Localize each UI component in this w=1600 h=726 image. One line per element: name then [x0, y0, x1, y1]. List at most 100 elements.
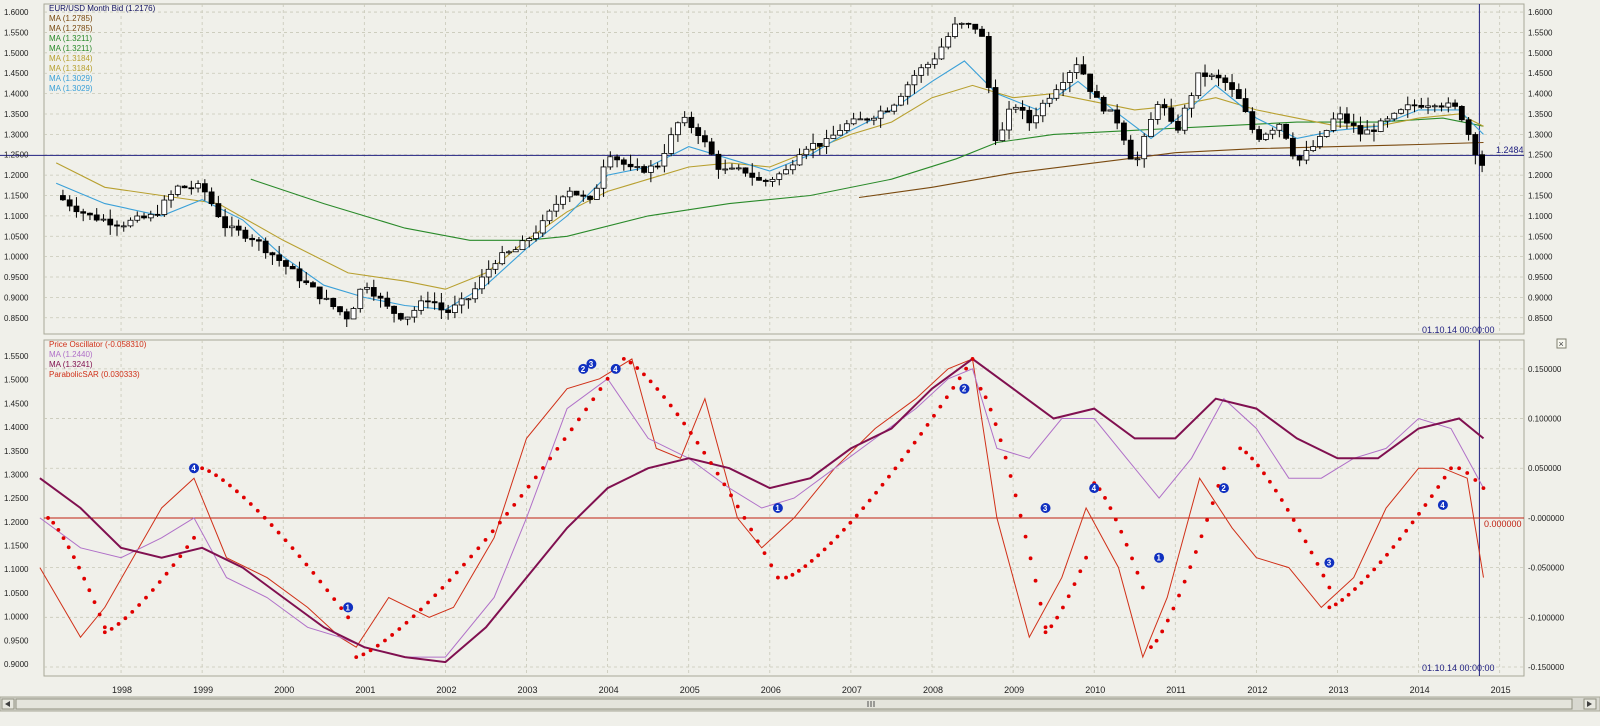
candle: [364, 287, 370, 290]
candle: [391, 305, 397, 314]
candle: [1317, 136, 1323, 147]
sar-dot: [1210, 501, 1215, 506]
sar-dot: [61, 536, 66, 541]
sar-dot: [1267, 479, 1272, 484]
sar-dot: [803, 564, 808, 569]
wave-marker-label: 4: [613, 365, 618, 374]
sar-dot: [702, 450, 707, 455]
candle: [384, 297, 391, 307]
y-tick-label-left: 1.4000: [4, 90, 29, 99]
y-tick-label-left: 1.3500: [4, 110, 29, 119]
candle: [546, 210, 553, 222]
candle: [1235, 89, 1242, 99]
y-tick-label-left: 1.3000: [4, 130, 29, 139]
candle: [1465, 119, 1472, 135]
axis-layer: 1.6000 1.5500 1.5000 1.4500 1.4000 1.3500 1.30…: [4, 8, 1565, 695]
y-tick-label: 1.0000: [1528, 253, 1553, 262]
y-tick-label-left: 0.9000: [4, 660, 29, 669]
sar-dot: [92, 600, 97, 605]
candle: [1141, 135, 1148, 160]
sar-dot: [1423, 503, 1428, 507]
candle: [107, 218, 114, 226]
price-series-layer: [0, 4, 1524, 334]
candle: [168, 194, 174, 201]
candle: [1445, 102, 1452, 108]
candle: [1384, 118, 1391, 122]
scroll-thumb[interactable]: [15, 698, 1573, 710]
candle: [174, 185, 181, 195]
sar-dot: [1043, 630, 1048, 635]
y-tick-label: 0.100000: [1528, 415, 1562, 424]
sar-dot: [1188, 565, 1193, 570]
sar-dot: [361, 652, 366, 657]
sar-dot: [829, 541, 833, 546]
candle: [1073, 64, 1080, 73]
sar-dot: [66, 545, 71, 550]
candle: [323, 297, 330, 300]
x-tick-label: 2014: [1410, 685, 1430, 695]
wave-marker: [1218, 483, 1229, 494]
sar-dot: [447, 578, 452, 583]
candle: [343, 311, 350, 320]
y-tick-label-left: 1.5500: [4, 352, 29, 361]
sar-dot: [346, 615, 351, 620]
wave-marker: [959, 383, 970, 394]
y-tick-label-left: 1.5000: [4, 376, 29, 385]
sar-dot: [533, 475, 538, 480]
candle: [100, 218, 107, 221]
candle: [641, 166, 648, 173]
sar-dot: [241, 495, 246, 500]
sar-dot: [185, 545, 190, 550]
sar-dot: [318, 579, 323, 584]
candle: [1249, 111, 1256, 130]
candle: [1344, 113, 1350, 124]
candle: [1161, 104, 1168, 109]
close-panel-button[interactable]: ×: [1556, 338, 1567, 349]
y-tick-label-left: 1.4500: [4, 399, 29, 408]
sar-dot: [983, 395, 988, 400]
moving-average-line: [858, 141, 1484, 199]
sar-dot: [1135, 570, 1140, 575]
y-tick-label: 1.4500: [1528, 69, 1553, 78]
legend-line: MA (1.3211): [49, 44, 92, 53]
sar-dot: [1346, 592, 1351, 597]
sar-dot: [1436, 485, 1441, 489]
sar-dot: [426, 600, 430, 605]
y-tick-label-left: 1.1000: [4, 565, 29, 574]
zero-line-label: 0.000000: [1484, 519, 1522, 529]
candle: [810, 142, 816, 150]
candle: [256, 239, 262, 242]
sar-dot: [311, 571, 316, 575]
sar-dot: [490, 529, 495, 534]
sar-dot: [957, 376, 962, 381]
candle: [749, 172, 756, 178]
sar-dot: [1273, 488, 1278, 493]
legend-line: MA (1.2785): [49, 14, 93, 23]
sar-dot: [749, 527, 754, 532]
candle: [1398, 109, 1404, 114]
horizontal-scrollbar[interactable]: [0, 696, 1600, 712]
candle: [1256, 129, 1262, 140]
wave-marker-label: 4: [1440, 501, 1445, 510]
candle: [195, 183, 201, 189]
sar-dot: [1103, 496, 1107, 500]
sar-dot: [1078, 569, 1083, 574]
y-tick-label-left: 1.1000: [4, 212, 29, 221]
sar-dot: [842, 527, 846, 532]
sar-dot: [255, 508, 260, 513]
candle: [614, 156, 620, 161]
candle: [891, 104, 898, 112]
sar-dot: [796, 568, 801, 573]
sar-dot: [1238, 446, 1243, 451]
sar-dot: [1013, 493, 1018, 498]
sar-dot: [964, 366, 969, 371]
sar-dot: [742, 516, 747, 520]
sar-dot: [77, 565, 81, 570]
sar-dot: [576, 417, 581, 422]
sar-dot: [71, 555, 76, 560]
sar-dot: [662, 395, 666, 399]
candle: [1181, 107, 1188, 131]
cursor-date-label: 01.10.14 00:00:00: [1422, 325, 1495, 335]
